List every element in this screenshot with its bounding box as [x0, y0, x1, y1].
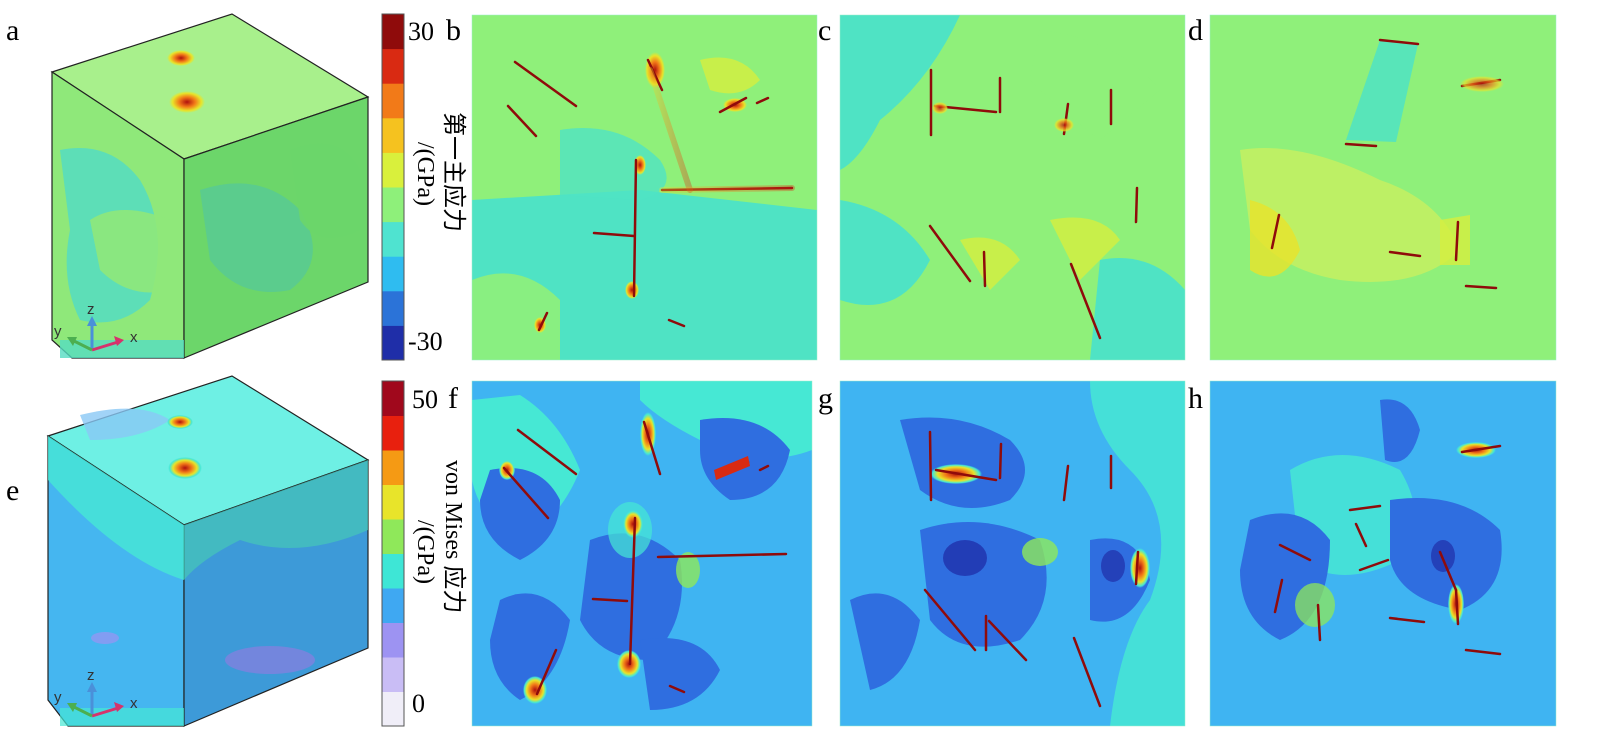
axis-triad-e: z x y: [54, 667, 138, 718]
colorbar-bottom-min: 0: [412, 689, 425, 718]
axis-x-label: x: [130, 329, 138, 346]
colorbar-bottom-band-3: [382, 588, 404, 623]
colorbar-top-band-4: [382, 187, 404, 223]
panel-frames: [471, 14, 1557, 727]
map-b: [472, 15, 817, 360]
panel-label-b: b: [446, 14, 461, 47]
colorbar-bottom-max: 50: [412, 385, 438, 414]
colorbar-top-band-2: [382, 256, 404, 292]
colorbar-von-mises: [382, 381, 404, 727]
colorbar-bottom-band-4: [382, 553, 404, 589]
panel-label-e: e: [6, 474, 19, 507]
panel-label-a: a: [6, 14, 19, 47]
colorbar-bottom-band-6: [382, 484, 404, 520]
axis-z-label-e: z: [87, 667, 95, 684]
map-c: [840, 15, 1185, 360]
map-h: [1210, 381, 1556, 726]
map-d: [1210, 15, 1556, 360]
colorbar-top-band-1: [382, 290, 404, 326]
colorbar-bottom-band-8: [382, 415, 404, 451]
axis-triad-a: z x y: [54, 301, 138, 352]
colorbar-top-band-3: [382, 221, 404, 257]
colorbar-top-band-6: [382, 117, 404, 153]
colorbar-top-band-5: [382, 152, 404, 188]
colorbar-bottom-unit: /(GPa): [412, 520, 438, 584]
panel-label-g: g: [818, 382, 833, 415]
panel-label-c: c: [818, 14, 831, 47]
colorbar-top-band-7: [382, 83, 404, 119]
panel-label-h: h: [1188, 382, 1203, 415]
cube-e: [46, 375, 370, 727]
colorbar-bottom-band-1: [382, 657, 404, 692]
colorbar-top-max: 30: [408, 17, 434, 46]
colorbar-top-band-9: [382, 14, 404, 50]
axis-x-label-e: x: [130, 695, 138, 712]
colorbar-bottom-band-9: [382, 381, 404, 416]
axis-y-label-e: y: [54, 689, 62, 706]
colorbar-top-min: -30: [408, 327, 443, 356]
panel-label-d: d: [1188, 14, 1203, 47]
colorbar-top-frame: [381, 13, 405, 361]
map-g: [840, 381, 1185, 726]
colorbar-bottom-band-5: [382, 519, 404, 554]
colorbar-bottom-band-2: [382, 622, 404, 658]
colorbar-top-unit: /(GPa): [412, 142, 438, 206]
panel-label-f: f: [448, 382, 458, 415]
axis-z-label: z: [87, 301, 95, 318]
colorbar-top-band-0: [382, 325, 404, 361]
colorbar-bottom-title: von Mises 应力: [440, 460, 467, 613]
map-f: [472, 381, 812, 726]
colorbar-top-title: 第一主应力: [440, 112, 467, 232]
colorbar-principal-stress: [382, 14, 404, 361]
colorbar-top-band-8: [382, 48, 404, 84]
cube-a: [50, 13, 370, 359]
axis-y-label: y: [54, 323, 62, 340]
colorbar-bottom-band-0: [382, 691, 404, 727]
colorbar-bottom-frame: [381, 380, 405, 727]
colorbar-bottom-band-7: [382, 450, 404, 485]
